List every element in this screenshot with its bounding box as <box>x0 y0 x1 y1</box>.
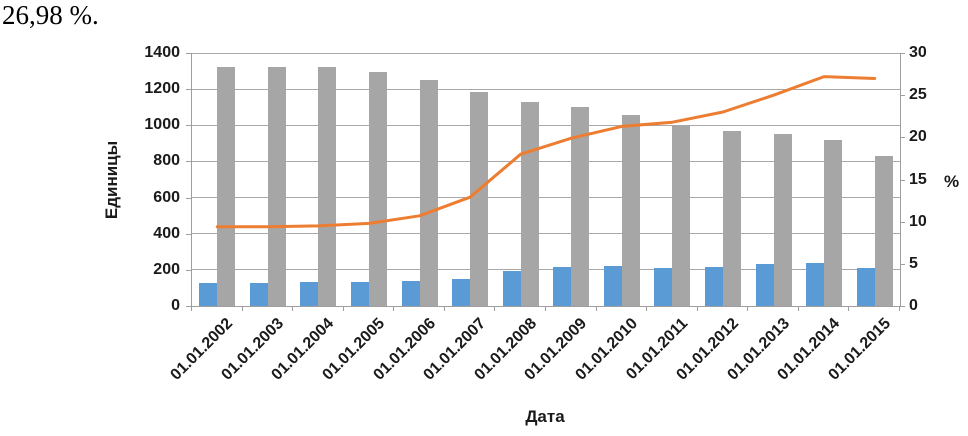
x-axis-tick <box>342 306 344 311</box>
y-axis-tick-label: 30 <box>909 44 927 61</box>
gray-bar <box>470 91 489 306</box>
right-axis-tick <box>900 53 905 54</box>
gray-bar <box>672 125 691 306</box>
blue-bar <box>705 267 723 306</box>
x-axis-tick <box>292 306 294 311</box>
left-axis-tick <box>186 53 191 54</box>
x-axis-tick <box>747 306 749 311</box>
gridline <box>192 233 900 235</box>
y-axis-tick-label: 800 <box>153 152 180 170</box>
x-axis-tick <box>393 306 395 311</box>
gray-bar <box>571 107 590 306</box>
x-axis-tick <box>241 306 243 311</box>
blue-bar <box>553 267 572 306</box>
caption-text: 26,98 %. <box>2 0 99 30</box>
gray-bar <box>773 134 792 306</box>
y-axis-tick-label: 0 <box>909 297 918 314</box>
gray-bar <box>419 80 438 306</box>
blue-bar <box>199 282 218 306</box>
gray-bar <box>723 130 741 306</box>
x-axis-tick <box>595 306 597 311</box>
blue-bar <box>351 281 369 306</box>
x-axis-tick <box>545 306 546 311</box>
x-axis-tick <box>848 306 850 311</box>
blue-bar <box>856 268 875 306</box>
blue-bar <box>654 268 673 306</box>
y-axis-tick-label: 1400 <box>144 44 180 61</box>
y-axis-tick-label: 600 <box>153 188 180 206</box>
x-axis-tick <box>191 306 192 311</box>
gray-bar <box>267 66 286 306</box>
blue-bar <box>300 281 319 306</box>
y-axis-tick-label: 25 <box>909 86 927 104</box>
y-axis-tick-label: 1200 <box>144 80 180 98</box>
gridline <box>192 124 900 126</box>
gridline <box>192 88 900 90</box>
blue-bar <box>401 280 420 306</box>
right-axis-tick <box>900 95 905 97</box>
gridline <box>192 160 900 162</box>
left-axis-tick <box>186 161 191 163</box>
gray-bar <box>874 156 893 306</box>
left-axis-tick <box>186 233 191 235</box>
y-axis-tick-label: 1000 <box>144 116 180 134</box>
percent-line-layer <box>215 75 877 229</box>
gray-bar <box>318 66 337 306</box>
right-axis-tick <box>900 179 905 181</box>
y-axis-tick-label: 20 <box>909 128 927 146</box>
right-axis-tick <box>900 137 905 139</box>
x-axis-tick <box>696 306 698 311</box>
blue-bar <box>755 264 774 306</box>
blue-bar <box>603 266 622 306</box>
y-axis-tick-label: 200 <box>153 260 180 278</box>
x-axis-tick <box>646 306 648 311</box>
blue-bar <box>502 270 521 306</box>
right-axis-tick <box>900 221 905 223</box>
x-axis-tick <box>899 306 900 311</box>
y-axis-tick-label: 0 <box>171 297 180 314</box>
left-axis-tick <box>186 89 191 91</box>
gray-bar <box>824 139 843 306</box>
right-axis-tick <box>900 263 905 265</box>
left-axis-tick <box>186 197 191 199</box>
y-axis-tick-label: 10 <box>909 212 927 230</box>
blue-bar <box>452 278 471 306</box>
gray-bar <box>369 71 387 306</box>
left-axis-tick <box>186 306 191 307</box>
gridline <box>192 269 900 271</box>
x-axis-title: Дата <box>525 407 565 426</box>
gridline <box>192 52 900 54</box>
plot-area <box>191 52 901 307</box>
y-axis-tick-label: 400 <box>153 224 180 242</box>
gray-bar <box>621 115 640 306</box>
x-axis-tick <box>797 306 799 311</box>
gridline <box>192 197 900 199</box>
right-axis-title: % <box>944 172 960 191</box>
y-axis-tick-label: 15 <box>909 170 927 188</box>
x-axis-tick <box>443 306 445 311</box>
blue-bar <box>806 262 825 306</box>
y-axis-tick-label: 5 <box>909 254 918 272</box>
blue-bar <box>249 282 268 306</box>
gray-bar <box>520 101 539 306</box>
gray-bar <box>217 67 236 306</box>
left-axis-tick <box>186 125 191 127</box>
right-axis-tick <box>900 306 905 307</box>
x-axis-tick <box>494 306 496 311</box>
left-axis-tick <box>186 269 191 271</box>
